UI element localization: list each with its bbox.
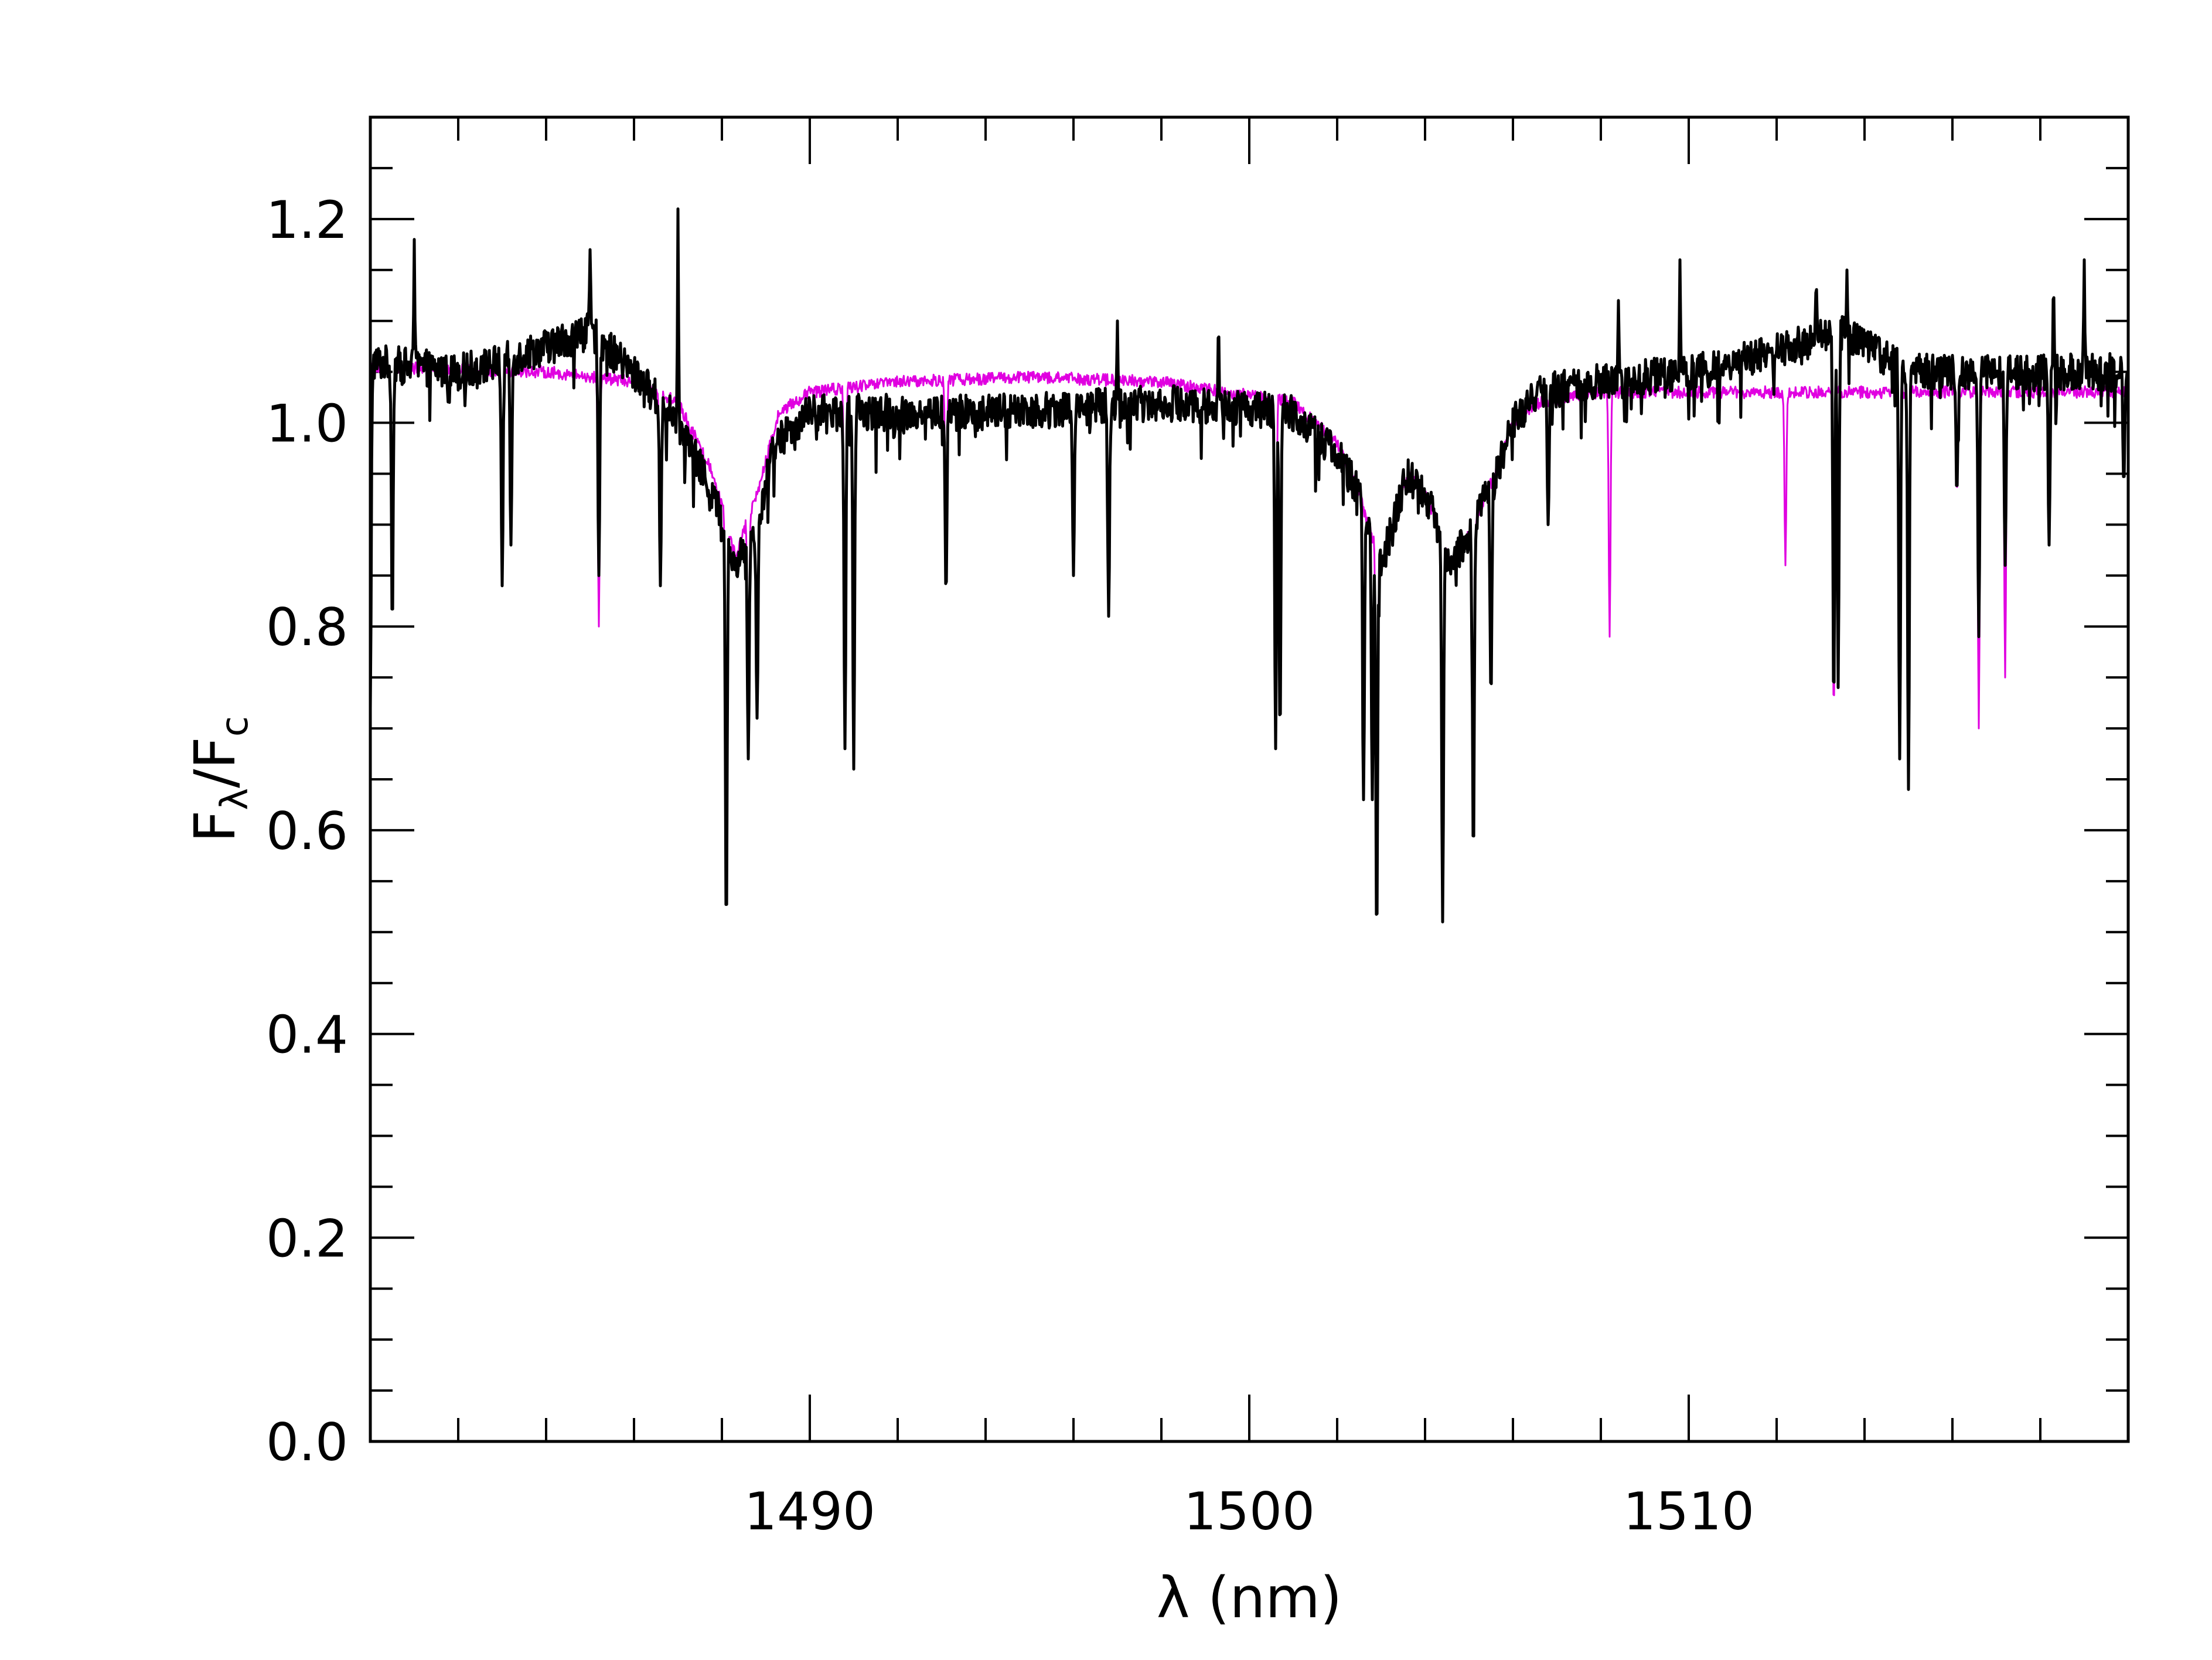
y-tick-label: 0.0 — [266, 1412, 348, 1472]
y-axis-title: Fλ/Fc — [182, 716, 257, 843]
series-layer — [369, 207, 2130, 923]
y-title-base: F — [182, 810, 248, 843]
y-title-slash: / — [182, 769, 248, 788]
y-axis-ticks: 0.0 0.2 0.4 0.6 0.8 1.0 1.2 — [266, 116, 2128, 1472]
y-title-den: F — [182, 737, 248, 769]
plot-frame — [369, 115, 2130, 1443]
x-tick-label: 1510 — [1623, 1481, 1754, 1542]
x-axis-ticks: 1490 1500 1510 — [457, 117, 2041, 1542]
y-title-num-sub: λ — [213, 788, 257, 810]
y-tick-label: 0.6 — [266, 801, 348, 861]
y-tick-label: 0.4 — [266, 1005, 348, 1065]
y-tick-label: 1.0 — [266, 394, 348, 454]
y-tick-label: 0.2 — [266, 1208, 348, 1269]
y-title-den-sub: c — [213, 716, 257, 737]
model-spectrum-line — [369, 360, 2129, 923]
observed-spectrum-line — [369, 207, 2130, 923]
y-tick-label: 1.2 — [266, 190, 348, 250]
y-tick-label: 0.8 — [266, 597, 348, 657]
x-tick-label: 1490 — [744, 1481, 875, 1542]
x-tick-label: 1500 — [1184, 1481, 1315, 1542]
x-axis-title: λ (nm) — [1157, 1565, 1342, 1631]
svg-text:Fλ/Fc: Fλ/Fc — [182, 716, 257, 843]
